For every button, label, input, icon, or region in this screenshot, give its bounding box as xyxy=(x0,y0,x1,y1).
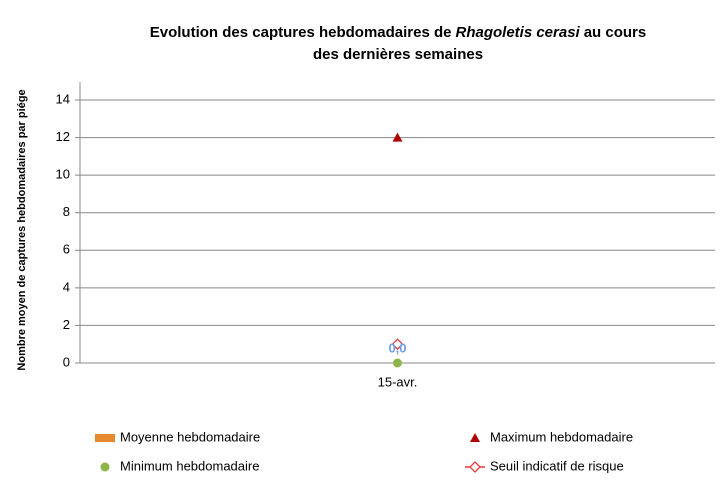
y-tick-label: 2 xyxy=(63,317,70,332)
title-segment: au cours xyxy=(584,24,647,41)
y-tick-label: 0 xyxy=(63,354,70,369)
legend-swatch xyxy=(100,462,110,472)
legend-swatch xyxy=(470,433,480,442)
y-tick-label: 14 xyxy=(56,91,70,106)
point-marker xyxy=(393,358,402,368)
y-tick-label: 4 xyxy=(63,279,70,294)
y-axis-label: Nombre moyen de captures hebdomadaires p… xyxy=(16,89,28,370)
chart-title: des dernières semaines xyxy=(313,46,483,63)
y-tick-label: 12 xyxy=(56,129,70,144)
y-tick-label: 8 xyxy=(63,204,70,219)
legend-label: Moyenne hebdomadaire xyxy=(120,429,260,444)
point-marker xyxy=(392,132,403,142)
y-tick-label: 10 xyxy=(56,167,70,182)
legend-label: Minimum hebdomadaire xyxy=(120,458,259,473)
chart-title: Evolution des captures hebdomadaires de R… xyxy=(150,24,647,41)
point-marker xyxy=(391,338,404,351)
data-label: 0,0 xyxy=(388,340,406,355)
y-tick-label: 6 xyxy=(63,242,70,257)
legend-label: Seuil indicatif de risque xyxy=(490,458,624,473)
x-tick-label: 15-avr. xyxy=(378,374,418,389)
legend-swatch xyxy=(469,461,481,473)
title-segment: Evolution des captures hebdomadaires de xyxy=(150,24,452,41)
title-segment: des dernières semaines xyxy=(313,46,483,63)
legend-swatch xyxy=(95,434,115,442)
title-segment: Rhagoletis cerasi xyxy=(456,24,581,41)
legend-label: Maximum hebdomadaire xyxy=(490,429,633,444)
